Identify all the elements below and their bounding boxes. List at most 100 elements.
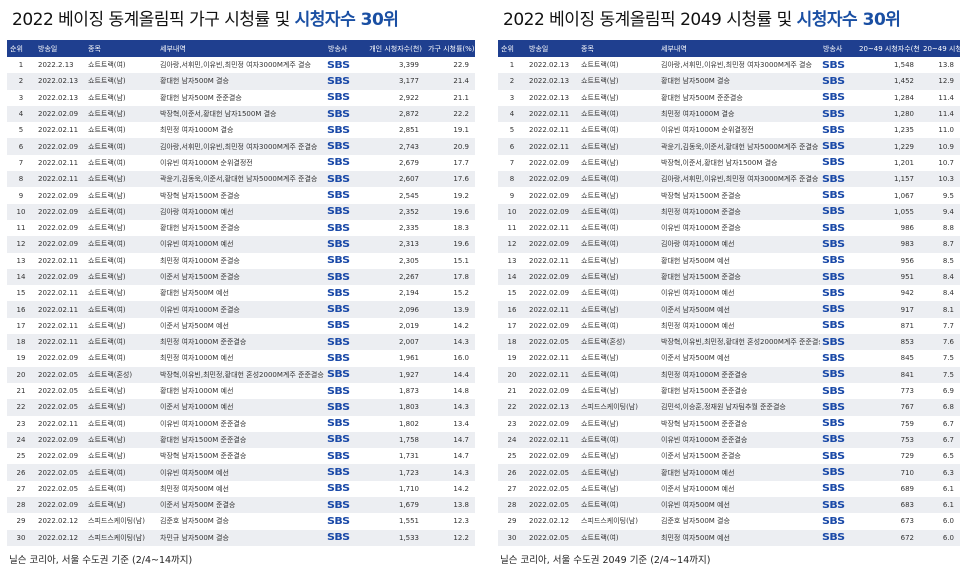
table-row: 6 2022.02.09 쇼트트랙(여) 김아랑,서휘민,이유빈,최민정 여자3000… bbox=[7, 138, 475, 155]
event-cell: 쇼트트랙(남) bbox=[88, 224, 126, 233]
rank-cell: 11 bbox=[16, 224, 26, 233]
detail-cell: 박장혁,이준서,황대헌 남자1500M 결승 bbox=[160, 110, 277, 119]
rating-cell: 14.8 bbox=[453, 387, 469, 396]
sbs-logo: SBS bbox=[326, 434, 350, 446]
event-cell: 쇼트트랙(여) bbox=[581, 321, 619, 330]
rank-cell: 21 bbox=[16, 387, 26, 396]
rating-cell: 13.9 bbox=[453, 305, 469, 314]
date-cell: 2022.02.12 bbox=[38, 533, 79, 542]
viewers-cell: 1,280 bbox=[893, 110, 914, 119]
table-header-row: 순위 방송일 종목 세부내역 방송사 개인 시청자수(천) 가구 시청률(%) bbox=[7, 40, 475, 57]
table-row: 2 2022.02.13 쇼트트랙(남) 황대헌 남자500M 결승 SBS 3,177 2… bbox=[7, 73, 475, 90]
column-header: 방송일 bbox=[529, 44, 549, 53]
sbs-logo: SBS bbox=[326, 190, 350, 202]
broadcaster-cell: SBS bbox=[820, 416, 856, 432]
rank-cell: 1 bbox=[18, 61, 24, 70]
date-cell: 2022.02.05 bbox=[38, 370, 79, 379]
viewers-cell: 1,067 bbox=[893, 191, 914, 200]
date-cell: 2022.02.09 bbox=[529, 419, 570, 428]
date-cell: 2022.02.11 bbox=[529, 126, 570, 135]
event-cell: 쇼트트랙(여) bbox=[581, 126, 619, 135]
viewers-cell: 1,157 bbox=[893, 175, 914, 184]
rating-cell: 6.9 bbox=[942, 387, 954, 396]
title-text: 2022 베이징 동계올림픽 가구 시청률 및 bbox=[12, 10, 295, 30]
table-row: 21 2022.02.05 쇼트트랙(남) 황대헌 남자1000M 예선 SBS 1,87… bbox=[7, 382, 475, 400]
sbs-logo: SBS bbox=[326, 320, 350, 332]
table-row: 11 2022.02.09 쇼트트랙(남) 황대헌 남자1500M 준결승 SBS 2,3… bbox=[7, 219, 475, 237]
table-row: 25 2022.02.09 쇼트트랙(남) 박장혁 남자1500M 준준결승 SBS 1,… bbox=[7, 448, 475, 465]
viewers-cell: 2,019 bbox=[398, 321, 419, 330]
viewers-cell: 1,731 bbox=[398, 452, 419, 461]
rank-cell: 6 bbox=[509, 142, 515, 151]
rank-cell: 24 bbox=[16, 435, 26, 444]
broadcaster-cell: SBS bbox=[820, 106, 856, 122]
detail-cell: 황대헌 남자1500M 준준결승 bbox=[661, 387, 748, 396]
detail-cell: 김아랑,서휘민,이유빈,최민정 여자3000M계주 결승 bbox=[160, 61, 311, 70]
date-cell: 2022.02.09 bbox=[38, 240, 79, 249]
sbs-logo: SBS bbox=[326, 238, 350, 250]
detail-cell: 김아랑,서휘민,이유빈,최민정 여자3000M계주 준결승 bbox=[661, 175, 819, 184]
sbs-logo: SBS bbox=[821, 238, 845, 250]
table-row: 8 2022.02.11 쇼트트랙(남) 곽윤기,김동욱,이준서,황대헌 남자5000… bbox=[7, 171, 475, 188]
sbs-logo: SBS bbox=[821, 352, 845, 364]
rank-cell: 23 bbox=[16, 419, 26, 428]
column-header: 방송사 bbox=[328, 44, 348, 53]
viewers-cell: 986 bbox=[900, 224, 914, 233]
table-row: 15 2022.02.11 쇼트트랙(남) 황대헌 남자500M 예선 SBS 2,194… bbox=[7, 285, 475, 302]
column-header: 종목 bbox=[88, 44, 101, 53]
viewers-cell: 845 bbox=[900, 354, 914, 363]
rating-cell: 7.5 bbox=[942, 370, 954, 379]
table-row: 16 2022.02.11 쇼트트랙(남) 이준서 남자500M 예선 SBS 917 8.… bbox=[498, 301, 960, 318]
rating-cell: 9.4 bbox=[942, 207, 954, 216]
rating-cell: 6.7 bbox=[942, 435, 954, 444]
rating-cell: 8.4 bbox=[942, 273, 954, 281]
sbs-logo: SBS bbox=[821, 450, 845, 462]
viewers-cell: 2,545 bbox=[398, 191, 419, 200]
date-cell: 2022.02.13 bbox=[529, 61, 570, 70]
rating-cell: 7.5 bbox=[942, 354, 954, 363]
title-text: 2022 베이징 동계올림픽 2049 시청률 및 bbox=[503, 10, 797, 30]
panel-title: 2022 베이징 동계올림픽 가구 시청률 및 시청자수 30위 bbox=[7, 0, 475, 40]
date-cell: 2022.02.09 bbox=[38, 435, 79, 444]
event-cell: 쇼트트랙(남) bbox=[88, 289, 126, 298]
rating-cell: 12.3 bbox=[453, 517, 469, 526]
rank-cell: 28 bbox=[16, 501, 26, 510]
sbs-logo: SBS bbox=[821, 304, 845, 316]
sbs-logo: SBS bbox=[821, 108, 845, 120]
rank-cell: 24 bbox=[507, 435, 517, 444]
detail-cell: 황대헌 남자1500M 준결승 bbox=[160, 224, 240, 233]
rank-cell: 7 bbox=[509, 158, 515, 167]
event-cell: 쇼트트랙(여) bbox=[88, 484, 126, 493]
table-row: 20 2022.02.11 쇼트트랙(여) 최민정 여자1000M 준준결승 SBS 84… bbox=[498, 366, 960, 383]
viewers-cell: 2,335 bbox=[398, 224, 419, 233]
table-row: 13 2022.02.11 쇼트트랙(남) 황대헌 남자500M 예선 SBS 956 8.… bbox=[498, 252, 960, 269]
event-cell: 쇼트트랙(남) bbox=[581, 256, 619, 265]
table-row: 27 2022.02.05 쇼트트랙(여) 최민정 여자500M 예선 SBS 1,710… bbox=[7, 480, 475, 498]
viewers-cell: 2,194 bbox=[398, 289, 419, 298]
date-cell: 2022.02.09 bbox=[38, 110, 79, 119]
event-cell: 쇼트트랙(여) bbox=[88, 61, 126, 70]
rank-cell: 25 bbox=[507, 452, 517, 461]
date-cell: 2022.02.09 bbox=[38, 273, 79, 281]
event-cell: 스피드스케이팅(남) bbox=[88, 533, 145, 542]
sbs-logo: SBS bbox=[821, 467, 845, 479]
date-cell: 2022.02.11 bbox=[529, 142, 570, 151]
rating-cell: 15.1 bbox=[453, 256, 469, 265]
detail-cell: 최민정 여자1000M 예선 bbox=[661, 321, 735, 330]
detail-cell: 박장혁,이유빈,최민정,황대헌 혼성2000M계주 준준결승 bbox=[661, 338, 820, 347]
broadcaster-cell: SBS bbox=[325, 530, 361, 546]
table-row: 25 2022.02.09 쇼트트랙(남) 이준서 남자1500M 준결승 SBS 729… bbox=[498, 448, 960, 465]
detail-cell: 최민정 여자1000M 준준결승 bbox=[160, 338, 247, 347]
rank-cell: 25 bbox=[16, 452, 26, 461]
event-cell: 스피드스케이팅(남) bbox=[581, 403, 638, 412]
rating-cell: 22.9 bbox=[453, 61, 469, 70]
date-cell: 2022.02.09 bbox=[38, 452, 79, 461]
table-row: 26 2022.02.05 쇼트트랙(여) 이유빈 여자500M 예선 SBS 1,723… bbox=[7, 464, 475, 481]
date-cell: 2022.02.09 bbox=[529, 387, 570, 396]
broadcaster-cell: SBS bbox=[325, 334, 361, 350]
sbs-logo: SBS bbox=[326, 450, 350, 462]
rating-cell: 19.6 bbox=[453, 207, 469, 216]
date-cell: 2022.02.11 bbox=[38, 175, 79, 184]
sbs-logo: SBS bbox=[821, 75, 845, 87]
broadcaster-cell: SBS bbox=[325, 301, 361, 317]
